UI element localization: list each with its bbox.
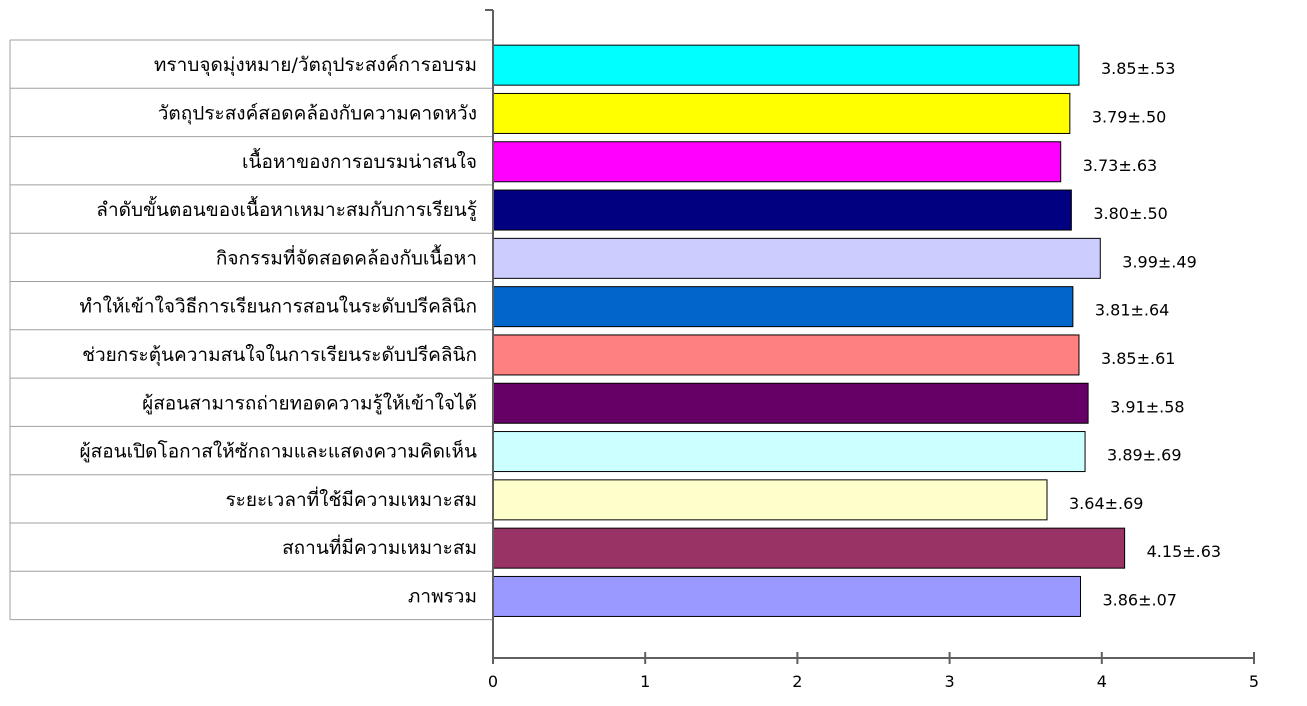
category-label: ช่วยกระตุ้นความสนใจในการเรียนระดับปรีคลิ…	[82, 344, 477, 367]
data-label: 3.99±.49	[1122, 252, 1196, 271]
x-tick-label: 0	[488, 672, 498, 691]
bar	[492, 575, 1081, 617]
x-tick-label: 3	[945, 672, 955, 691]
category-table-grid: ทราบจุดมุ่งหมาย/วัตถุประสงค์การอบรมวัตถุ…	[9, 39, 493, 621]
bar	[492, 141, 1062, 183]
category-label: กิจกรรมที่จัดสอดคล้องกับเนื้อหา	[216, 244, 477, 269]
data-label: 3.85±.61	[1101, 349, 1175, 368]
category-label: ระยะเวลาที่ใช้มีความเหมาะสม	[225, 486, 477, 511]
category-label: เนื้อหาของการอบรมน่าสนใจ	[242, 148, 477, 173]
category-label: ลำดับขั้นตอนของเนื้อหาเหมาะสมกับการเรียน…	[96, 196, 477, 221]
bar	[492, 286, 1074, 328]
x-ticks-group: 0 1 2 3 4 5	[488, 652, 1259, 691]
bar	[492, 527, 1126, 569]
data-label: 3.81±.64	[1095, 301, 1169, 320]
data-label: 3.91±.58	[1110, 397, 1184, 416]
bars-group	[492, 44, 1126, 617]
bar	[492, 44, 1080, 86]
category-label: ภาพรวม	[408, 585, 477, 607]
data-label: 3.79±.50	[1092, 107, 1166, 126]
x-tick-label: 2	[792, 672, 802, 691]
x-tick-label: 4	[1097, 672, 1107, 691]
category-label: ทำให้เข้าใจวิธีการเรียนการสอนในระดับปรีค…	[79, 296, 477, 318]
x-tick-label: 5	[1249, 672, 1259, 691]
data-label: 3.89±.69	[1107, 446, 1181, 465]
bar	[492, 92, 1071, 134]
bar	[492, 334, 1080, 376]
category-label: ผู้สอนเปิดโอกาสให้ซักถามและแสดงความคิดเห…	[80, 439, 478, 463]
category-label: ผู้สอนสามารถถ่ายทอดความรู้ให้เข้าใจได้	[142, 392, 477, 414]
data-label: 4.15±.63	[1147, 542, 1221, 561]
data-label: 3.80±.50	[1093, 204, 1167, 223]
bar	[492, 382, 1089, 424]
axes-group	[485, 9, 1254, 659]
bar	[492, 237, 1101, 279]
data-label: 3.85±.53	[1101, 59, 1175, 78]
bar	[492, 189, 1072, 231]
category-label: ทราบจุดมุ่งหมาย/วัตถุประสงค์การอบรม	[154, 54, 477, 77]
data-label: 3.86±.07	[1102, 590, 1176, 609]
bar	[492, 431, 1086, 473]
category-label: วัตถุประสงค์สอดคล้องกับความคาดหวัง	[158, 102, 477, 125]
data-label: 3.64±.69	[1069, 494, 1143, 513]
bar	[492, 479, 1048, 521]
data-labels-group: 3.85±.53 3.79±.50 3.73±.63 3.80±.50 3.99±.49…	[1069, 59, 1221, 609]
x-tick-label: 1	[640, 672, 650, 691]
data-label: 3.73±.63	[1083, 156, 1157, 175]
category-label: สถานที่มีความเหมาะสม	[282, 534, 477, 559]
